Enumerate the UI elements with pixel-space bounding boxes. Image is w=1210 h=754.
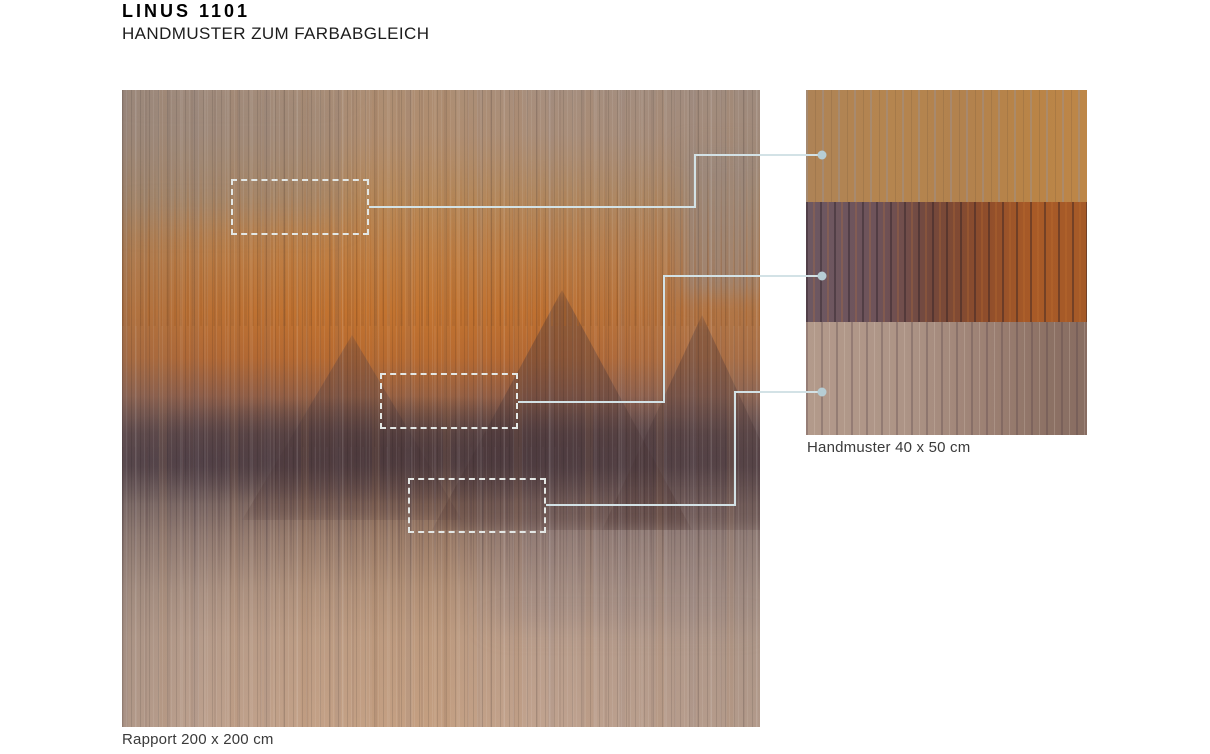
handmuster-caption: Handmuster 40 x 50 cm xyxy=(807,439,971,456)
handmuster-swatch-image xyxy=(806,90,1087,435)
rapport-caption: Rapport 200 x 200 cm xyxy=(122,731,274,748)
sample-region-box-2 xyxy=(380,373,518,429)
page-title: LINUS 1101 xyxy=(122,1,251,21)
page-subtitle: HANDMUSTER ZUM FARBABGLEICH xyxy=(122,24,430,43)
handmuster-band-bottom xyxy=(806,322,1087,435)
rapport-swatch-image xyxy=(122,90,760,727)
rug-gray-patch-top-left xyxy=(122,90,339,218)
handmuster-band-middle xyxy=(806,202,1087,322)
sample-region-box-1 xyxy=(231,179,369,235)
handmuster-band-top xyxy=(806,90,1087,202)
sample-region-box-3 xyxy=(408,478,546,533)
